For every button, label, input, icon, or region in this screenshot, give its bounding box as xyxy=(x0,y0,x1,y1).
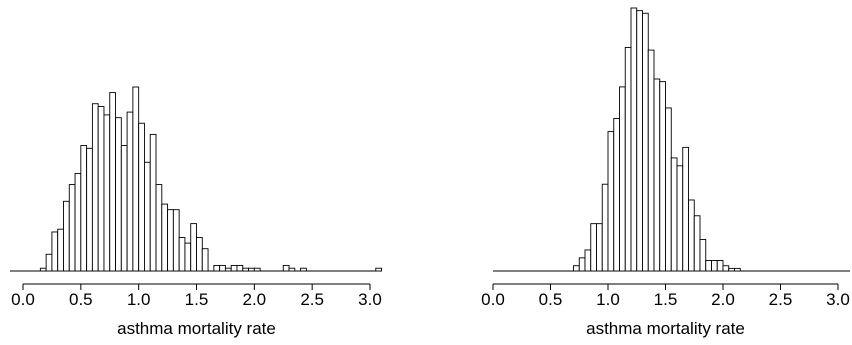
x-tick-label: 2.0 xyxy=(243,290,267,309)
histogram-bar xyxy=(149,133,157,272)
histogram-bar xyxy=(167,209,174,272)
histogram-bar xyxy=(172,209,180,272)
histogram-bar xyxy=(659,81,666,272)
x-tick-label: 0.5 xyxy=(539,290,563,309)
histogram-bar xyxy=(196,237,203,272)
histogram-bar xyxy=(676,165,684,272)
histogram-bar xyxy=(190,223,197,272)
histogram-bar xyxy=(155,184,163,272)
histogram-bar xyxy=(86,147,93,272)
histogram-bar xyxy=(184,242,192,272)
histogram-bar xyxy=(711,260,718,272)
histogram-bar xyxy=(253,267,261,272)
histogram-bar xyxy=(613,118,620,272)
histogram-bar xyxy=(91,103,99,272)
histogram-bar xyxy=(213,264,221,272)
histogram-bar xyxy=(126,111,134,272)
histogram-bar xyxy=(120,145,128,272)
histogram-bar xyxy=(201,248,209,272)
histogram-bar xyxy=(109,92,116,272)
histogram-bar xyxy=(300,267,307,272)
histogram-bar xyxy=(80,145,88,272)
histogram-bar xyxy=(68,184,76,272)
histogram-bar xyxy=(705,260,712,272)
x-tick-label: 3.0 xyxy=(358,290,382,309)
histogram-bar xyxy=(57,228,64,272)
histogram-bar xyxy=(242,267,250,272)
histogram-left: 0.0 0.5 1.0 1.5 2.0 2.5 3.0 asthma mortality ra… xyxy=(10,86,383,338)
histogram-bar xyxy=(728,267,735,272)
histogram-bar xyxy=(722,265,730,272)
histogram-bar xyxy=(103,114,111,272)
histogram-bar xyxy=(282,264,290,272)
histogram-bar xyxy=(161,203,169,272)
histogram-bar xyxy=(230,264,238,272)
histogram-bar xyxy=(653,78,661,272)
histogram-bar xyxy=(596,223,603,272)
histogram-bar xyxy=(716,260,724,272)
x-tick-label: 0.5 xyxy=(69,290,93,309)
x-tick-label: 2.5 xyxy=(769,290,793,309)
x-axis-label: asthma mortality rate xyxy=(117,319,276,338)
histogram-bar xyxy=(97,106,105,272)
histogram-bar xyxy=(288,267,296,272)
histogram-bar xyxy=(670,157,678,272)
histogram-bar xyxy=(590,223,597,272)
histogram-bar xyxy=(734,267,741,272)
histogram-bar xyxy=(607,131,615,272)
histogram-bar xyxy=(636,10,643,272)
histogram-bar xyxy=(248,267,255,272)
histogram-bar xyxy=(630,7,638,272)
histogram-bar xyxy=(236,264,244,272)
histogram-bar xyxy=(115,117,122,272)
x-tick-label: 1.0 xyxy=(596,290,620,309)
x-tick-label: 2.0 xyxy=(711,290,735,309)
histogram-bar xyxy=(39,267,47,272)
histogram-bar xyxy=(224,267,232,272)
x-tick-label: 1.5 xyxy=(185,290,209,309)
histogram-bar xyxy=(51,231,59,272)
histogram-bar xyxy=(619,86,626,272)
histogram-bar xyxy=(584,249,592,272)
histogram-bar xyxy=(375,267,383,272)
histogram-bar xyxy=(45,253,53,272)
histogram-bar xyxy=(138,122,145,272)
histogram-bar xyxy=(143,161,151,272)
x-axis-label: asthma mortality rate xyxy=(586,319,745,338)
x-tick-label: 0.0 xyxy=(481,290,505,309)
x-tick-label: 1.5 xyxy=(654,290,678,309)
histogram-bar xyxy=(578,257,586,272)
histogram-bar xyxy=(647,49,655,272)
histogram-bar xyxy=(178,237,186,272)
histogram-bar xyxy=(573,265,580,272)
x-tick-label: 2.5 xyxy=(300,290,324,309)
histogram-bar xyxy=(693,215,701,272)
histogram-bar xyxy=(688,199,695,272)
x-tick-label: 0.0 xyxy=(11,290,35,309)
histogram-bar xyxy=(624,47,632,272)
histogram-bar xyxy=(682,146,689,272)
x-tick-label: 1.0 xyxy=(127,290,151,309)
histogram-bar xyxy=(699,238,707,272)
histogram-bar xyxy=(665,107,672,272)
histogram-bar xyxy=(219,264,226,272)
histogram-bar xyxy=(132,86,140,272)
histogram-right: 0.0 0.5 1.0 1.5 2.0 2.5 3.0 asthma mortality ra… xyxy=(481,7,850,338)
histogram-bar xyxy=(74,172,82,272)
histogram-bar xyxy=(601,183,609,272)
histogram-bar xyxy=(642,12,649,272)
histogram-bar xyxy=(63,200,70,272)
x-tick-label: 3.0 xyxy=(826,290,850,309)
